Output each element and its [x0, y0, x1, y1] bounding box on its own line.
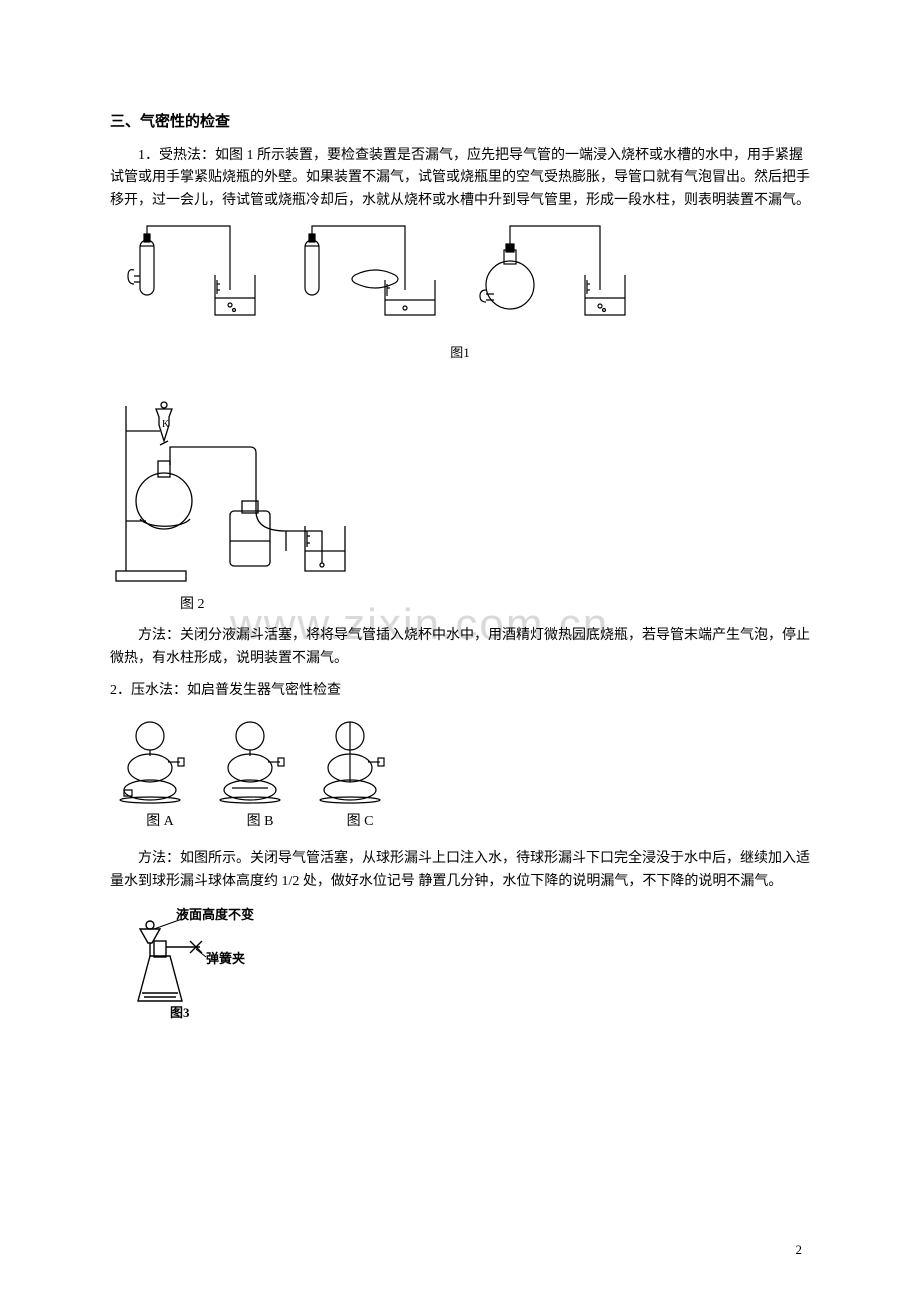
figure-2-method: 方法：关闭分液漏斗活塞，将将导气管插入烧杯中水中，用酒精灯微热园底烧瓶，若导管末… [110, 625, 810, 670]
item1-lead: 1．受热法： [138, 148, 215, 163]
figure-abc: 图 A 图 B 图 C [110, 710, 810, 830]
figure-a-label: 图 A [110, 810, 210, 830]
figure-3-method: 方法：如图所示。关闭导气管活塞，从球形漏斗上口注入水，待球形漏斗下口完全浸没于水… [110, 848, 810, 893]
item1-paragraph: 1．受热法：如图 1 所示装置，要检查装置是否漏气，应先把导气管的一端浸入烧杯或… [110, 145, 810, 212]
figure-c-label: 图 C [310, 810, 410, 830]
figure-3-label: 图3 [170, 1005, 190, 1020]
figure-1-svg [110, 220, 650, 340]
figure-3: 液面高度不变 弹簧夹 图3 [110, 901, 810, 1021]
fig3-text2: 弹簧夹 [206, 951, 245, 966]
figure-2: K [110, 391, 810, 613]
item1-body: 如图 1 所示装置，要检查装置是否漏气，应先把导气管的一端浸入烧杯或水槽的水中，… [110, 148, 810, 208]
figure-3-svg: 液面高度不变 弹簧夹 图3 [110, 901, 280, 1021]
figure-abc-svg [110, 710, 410, 810]
figure-b-label: 图 B [210, 810, 310, 830]
page-number: 2 [796, 1242, 803, 1258]
figure-2-label: 图 2 [110, 593, 810, 613]
figure-1-label: 图1 [110, 342, 810, 361]
figure-2-svg: K [110, 391, 360, 591]
item2-paragraph: 2．压水法：如启普发生器气密性检查 [110, 680, 810, 702]
figure-1: 图1 [110, 220, 810, 361]
section-title: 三、气密性的检查 [110, 110, 810, 131]
fig3-text1: 液面高度不变 [176, 907, 254, 922]
